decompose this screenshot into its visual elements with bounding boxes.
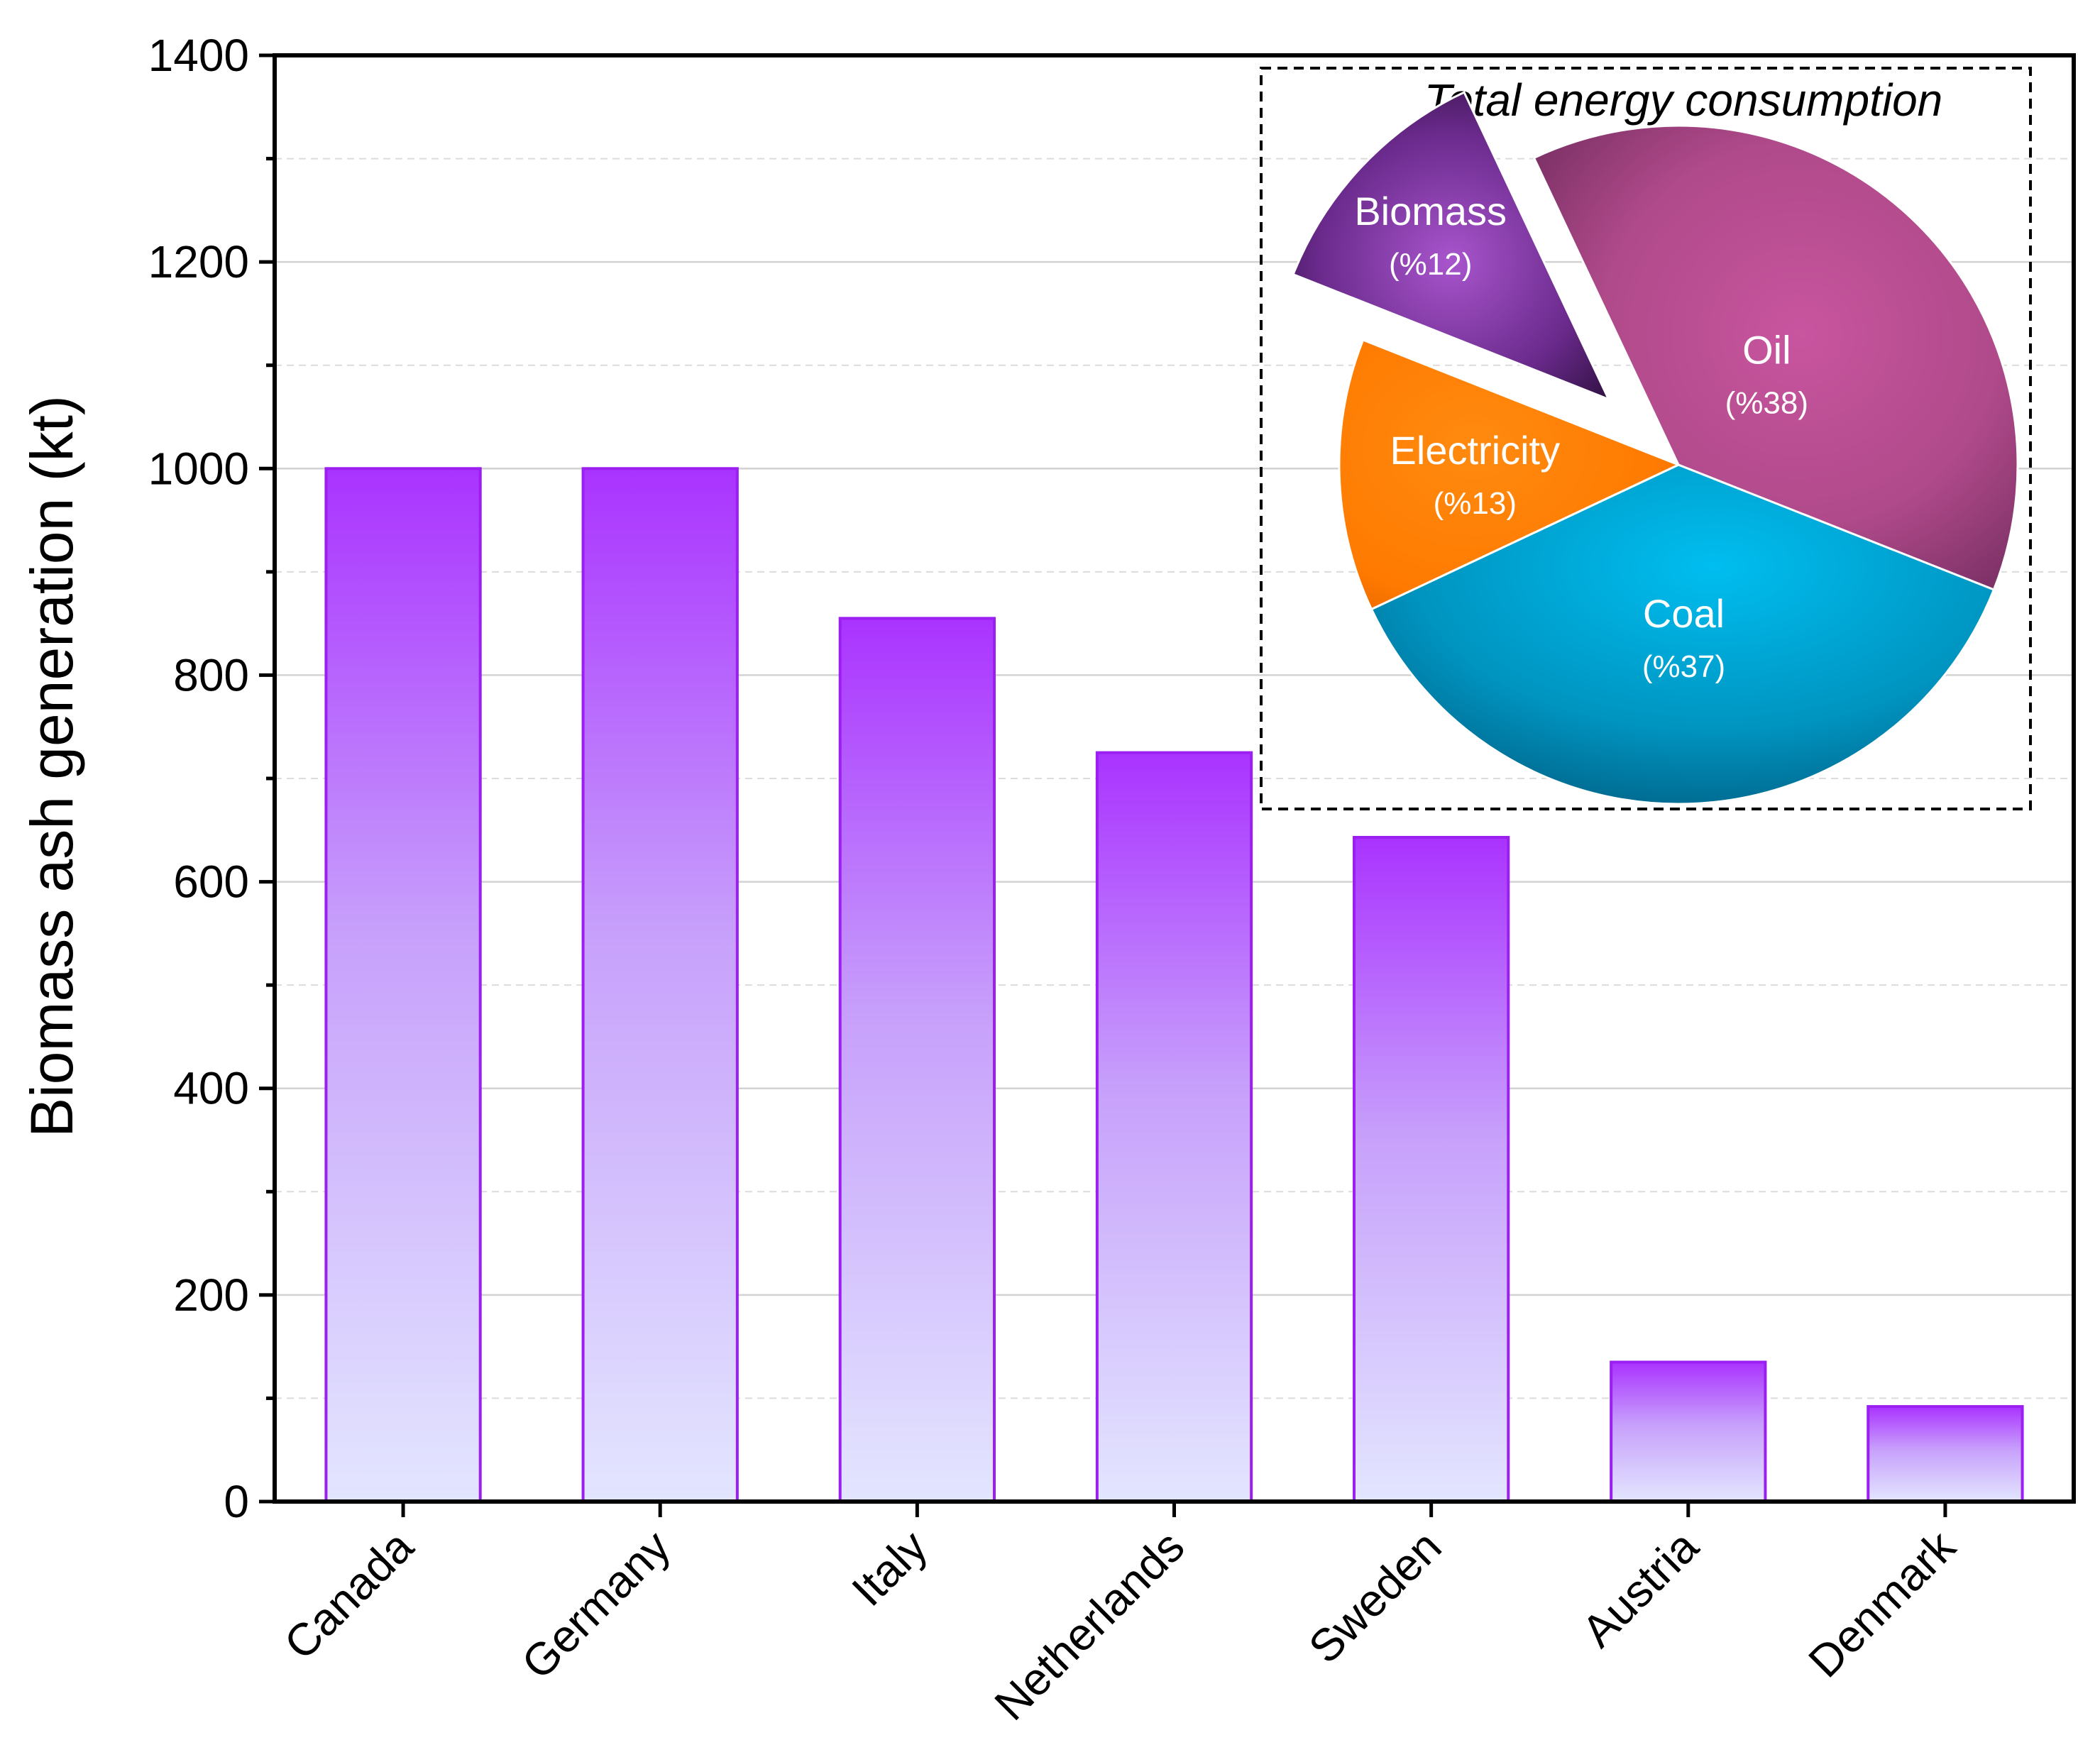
x-tick-label-canada: Canada xyxy=(275,1521,424,1670)
y-tick-label: 800 xyxy=(173,649,249,700)
bar-germany xyxy=(581,467,739,1503)
inset-frame xyxy=(1260,67,2032,810)
pie-percent-coal: (%37) xyxy=(1642,649,1725,684)
pie-inset: Total energy consumption Oil (%38) Coal (%3… xyxy=(1260,67,2032,810)
pie-labels: Oil (%38) Coal (%37) Electricity (%13) Biomass… xyxy=(1354,189,1808,684)
x-tick-label-italy: Italy xyxy=(842,1521,937,1616)
y-tick-label: 400 xyxy=(173,1063,249,1114)
pie-percent-oil: (%38) xyxy=(1725,386,1808,421)
y-tick-label: 200 xyxy=(173,1270,249,1321)
y-tick-label: 1400 xyxy=(148,30,249,81)
pie-slice-biomass xyxy=(1292,91,1611,402)
x-tick-label-sweden: Sweden xyxy=(1299,1521,1451,1673)
pie-label-oil: Oil xyxy=(1742,328,1791,373)
pie-slice-coal xyxy=(1370,463,1996,805)
bar-denmark xyxy=(1867,1405,2024,1504)
x-tick-label-netherlands: Netherlands xyxy=(984,1521,1194,1730)
pie-percent-biomass: (%12) xyxy=(1389,247,1472,282)
x-tick-label-denmark: Denmark xyxy=(1798,1520,1965,1687)
x-tick-label-austria: Austria xyxy=(1572,1521,1708,1657)
bar-canada xyxy=(324,467,482,1503)
x-tick-label-germany: Germany xyxy=(512,1521,680,1689)
y-tick-label: 1200 xyxy=(148,236,249,287)
bar-italy xyxy=(838,617,996,1503)
y-ticks: 0 200 400 600 800 1000 1200 1400 xyxy=(148,30,275,1527)
pie-slice-electricity xyxy=(1338,338,1681,611)
pie-label-biomass: Biomass xyxy=(1354,189,1507,233)
bar-sweden xyxy=(1353,835,1510,1503)
pie-title: Total energy consumption xyxy=(1424,75,1943,126)
bar-netherlands xyxy=(1095,751,1253,1503)
x-ticks: Canada Germany Italy Netherlands Sweden Austr… xyxy=(275,1502,1966,1730)
y-tick-label: 1000 xyxy=(148,443,249,494)
pie xyxy=(1292,91,2019,805)
y-tick-label: 0 xyxy=(224,1476,249,1527)
bar-austria xyxy=(1610,1360,1767,1503)
pie-label-electricity: Electricity xyxy=(1390,428,1561,473)
bars xyxy=(324,467,2024,1504)
pie-slice-oil xyxy=(1532,124,2019,591)
y-axis-title: Biomass ash generation (kt) xyxy=(18,395,85,1138)
pie-label-coal: Coal xyxy=(1643,591,1725,636)
pie-percent-electricity: (%13) xyxy=(1434,486,1517,521)
y-tick-label: 600 xyxy=(173,857,249,908)
